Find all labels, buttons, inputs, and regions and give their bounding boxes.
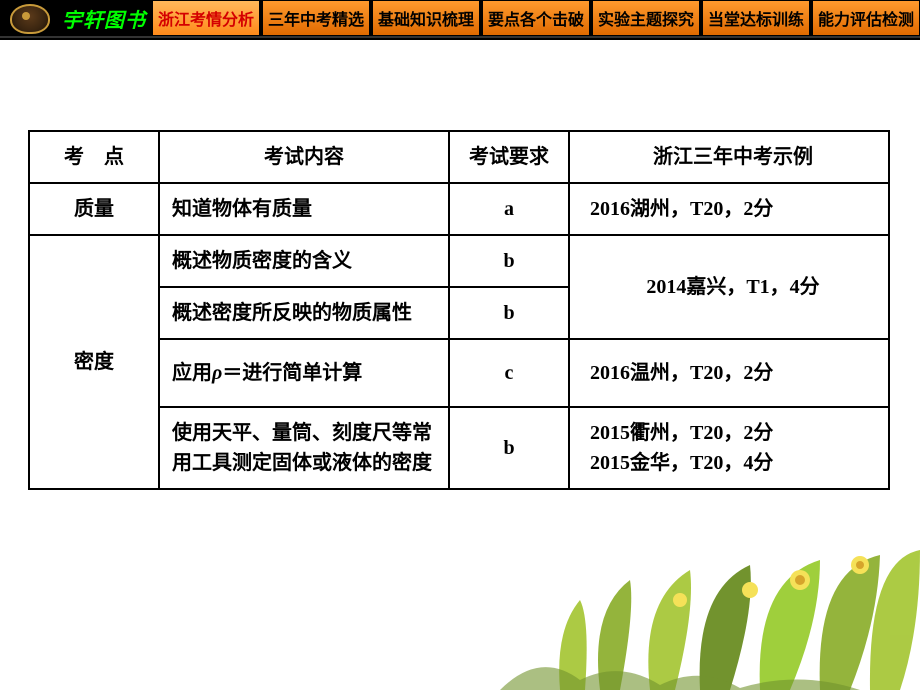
cell-topic-density: 密度 [29, 235, 159, 489]
cell-content: 使用天平、量筒、刻度尺等常用工具测定固体或液体的密度 [159, 407, 449, 489]
cell-content: 应用ρ＝进行简单计算 [159, 339, 449, 407]
cell-content: 知道物体有质量 [159, 183, 449, 235]
cell-topic-mass: 质量 [29, 183, 159, 235]
nav-tabs: 浙江考情分析 三年中考精选 基础知识梳理 要点各个击破 实验主题探究 当堂达标训… [152, 0, 920, 36]
cell-content: 概述物质密度的含义 [159, 235, 449, 287]
cell-example: 2016湖州，T20，2分 [569, 183, 889, 235]
cell-req: b [449, 235, 569, 287]
th-topic: 考 点 [29, 131, 159, 183]
cell-content-text: 应用ρ＝进行简单计算 [172, 362, 362, 384]
tab-class-test[interactable]: 当堂达标训练 [702, 0, 810, 36]
table-row: 质量 知道物体有质量 a 2016湖州，T20，2分 [29, 183, 889, 235]
tab-ability-test[interactable]: 能力评估检测 [812, 0, 920, 36]
logo-icon [10, 4, 50, 34]
tab-basic-knowledge[interactable]: 基础知识梳理 [372, 0, 480, 36]
tab-three-year[interactable]: 三年中考精选 [262, 0, 370, 36]
slide-content: 考 点 考试内容 考试要求 浙江三年中考示例 质量 知道物体有质量 a 2016… [0, 40, 920, 690]
cell-req: c [449, 339, 569, 407]
tab-key-points[interactable]: 要点各个击破 [482, 0, 590, 36]
th-content: 考试内容 [159, 131, 449, 183]
cell-req: b [449, 287, 569, 339]
table-row: 密度 概述物质密度的含义 b 2014嘉兴，T1，4分 [29, 235, 889, 287]
cell-req: a [449, 183, 569, 235]
th-requirement: 考试要求 [449, 131, 569, 183]
plants-decoration [500, 510, 920, 690]
table-header-row: 考 点 考试内容 考试要求 浙江三年中考示例 [29, 131, 889, 183]
th-example: 浙江三年中考示例 [569, 131, 889, 183]
logo [0, 0, 60, 38]
cell-req: b [449, 407, 569, 489]
example-line1: 2015衢州，T20，2分 [590, 422, 773, 444]
example-line2: 2015金华，T20，4分 [590, 452, 773, 474]
cell-example: 2016温州，T20，2分 [569, 339, 889, 407]
top-nav-bar: 宇轩图书 浙江考情分析 三年中考精选 基础知识梳理 要点各个击破 实验主题探究 … [0, 0, 920, 38]
cell-content: 概述密度所反映的物质属性 [159, 287, 449, 339]
cell-example: 2015衢州，T20，2分 2015金华，T20，4分 [569, 407, 889, 489]
exam-table: 考 点 考试内容 考试要求 浙江三年中考示例 质量 知道物体有质量 a 2016… [28, 130, 890, 490]
cell-example: 2014嘉兴，T1，4分 [569, 235, 889, 339]
tab-experiment[interactable]: 实验主题探究 [592, 0, 700, 36]
tab-analysis[interactable]: 浙江考情分析 [152, 0, 260, 36]
brand-title: 宇轩图书 [60, 0, 152, 36]
